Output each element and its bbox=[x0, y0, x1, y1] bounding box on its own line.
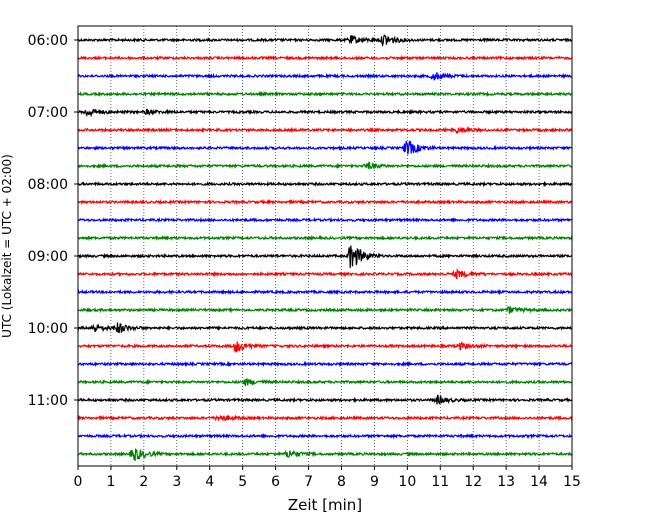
x-tick-label: 9 bbox=[370, 474, 379, 490]
trace-1145 bbox=[77, 448, 573, 462]
x-tick-label: 8 bbox=[337, 474, 346, 490]
x-tick-label: 10 bbox=[398, 474, 416, 490]
trace-1015 bbox=[77, 341, 573, 353]
trace-1115 bbox=[77, 414, 573, 422]
x-tick-label: 12 bbox=[464, 474, 482, 490]
y-tick-label: 11:00 bbox=[28, 393, 68, 409]
trace-1130 bbox=[77, 432, 573, 440]
trace-0930 bbox=[77, 288, 573, 296]
trace-0830 bbox=[77, 216, 573, 224]
y-axis-label: UTC (Lokalzeit = UTC + 02:00) bbox=[0, 154, 14, 338]
seismic-traces bbox=[77, 34, 573, 462]
trace-0915 bbox=[77, 267, 573, 280]
x-tick-label: 6 bbox=[271, 474, 280, 490]
x-tick-label: 2 bbox=[139, 474, 148, 490]
trace-0600 bbox=[77, 34, 573, 48]
y-tick-label: 08:00 bbox=[28, 177, 68, 193]
y-tick-label: 09:00 bbox=[28, 249, 68, 265]
trace-1100 bbox=[77, 394, 573, 405]
x-tick-label: 0 bbox=[74, 474, 83, 490]
y-axis-ticks: 06:00 07:00 08:00 09:00 10:00 11:00 bbox=[28, 33, 78, 409]
trace-0745 bbox=[77, 161, 573, 171]
trace-1045 bbox=[77, 378, 573, 387]
x-tick-label: 15 bbox=[563, 474, 581, 490]
trace-0845 bbox=[77, 234, 573, 242]
trace-0700 bbox=[77, 108, 573, 118]
trace-0645 bbox=[77, 90, 573, 98]
x-axis-ticks: 0 1 2 3 4 5 6 7 8 9 10 11 12 13 14 15 bbox=[74, 466, 581, 490]
trace-0730 bbox=[77, 140, 573, 155]
plot-frame bbox=[77, 25, 573, 467]
x-tick-label: 4 bbox=[205, 474, 214, 490]
y-tick-label: 10:00 bbox=[28, 321, 68, 337]
trace-0630 bbox=[77, 72, 573, 81]
trace-0900 bbox=[77, 245, 573, 268]
y-tick-label: 07:00 bbox=[28, 105, 68, 121]
x-tick-label: 13 bbox=[497, 474, 515, 490]
x-tick-label: 3 bbox=[172, 474, 181, 490]
trace-0615 bbox=[77, 54, 573, 62]
x-tick-label: 1 bbox=[106, 474, 115, 490]
trace-1030 bbox=[77, 360, 573, 368]
trace-0800 bbox=[77, 180, 573, 188]
trace-0945 bbox=[77, 305, 573, 314]
x-tick-label: 11 bbox=[431, 474, 449, 490]
trace-1000 bbox=[77, 322, 573, 334]
grid-lines bbox=[110, 26, 540, 466]
x-axis-label: Zeit [min] bbox=[288, 496, 362, 514]
trace-0815 bbox=[77, 198, 573, 206]
y-tick-label: 06:00 bbox=[28, 33, 68, 49]
trace-0715 bbox=[77, 125, 573, 134]
plot-background bbox=[78, 26, 572, 466]
x-tick-label: 14 bbox=[530, 474, 548, 490]
x-tick-label: 5 bbox=[238, 474, 247, 490]
x-tick-label: 7 bbox=[304, 474, 313, 490]
